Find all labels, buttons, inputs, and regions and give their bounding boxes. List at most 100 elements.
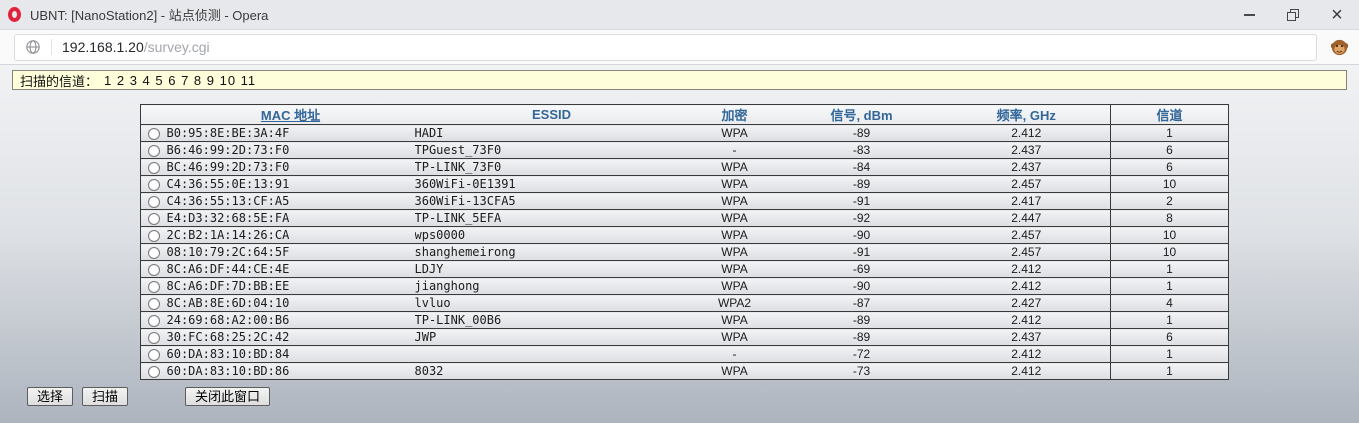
radio-cell [140,277,167,295]
signal-cell: -83 [780,141,943,159]
mac-address-cell: C4:36:55:0E:13:91 [166,175,415,193]
address-bar-divider [51,39,52,55]
select-network-radio[interactable] [147,178,160,191]
essid-cell: 360WiFi-0E1391 [414,175,689,193]
title-bar: UBNT: [NanoStation2] - 站点侦测 - Opera × [0,0,1359,30]
restore-button[interactable] [1271,0,1315,30]
signal-cell: -69 [780,260,943,278]
radio-cell [140,192,167,210]
select-network-radio[interactable] [147,348,160,361]
network-row: 08:10:79:2C:64:5F shanghemeirong WPA -91… [140,243,1229,261]
frequency-cell: 2.447 [942,209,1111,227]
essid-cell: JWP [414,328,689,346]
select-network-radio[interactable] [147,280,160,293]
essid-cell: 8032 [414,362,689,380]
network-row: 60:DA:83:10:BD:86 8032 WPA -73 2.412 1 [140,362,1229,380]
select-network-radio[interactable] [147,212,160,225]
network-row: 2C:B2:1A:14:26:CA wps0000 WPA -90 2.457 … [140,226,1229,244]
essid-cell: TP-LINK_73F0 [414,158,689,176]
radio-cell [140,243,167,261]
radio-cell [140,294,167,312]
encryption-cell: WPA2 [688,294,781,312]
select-network-radio[interactable] [147,229,160,242]
select-network-radio[interactable] [147,365,160,378]
survey-table-body: B0:95:8E:BE:3A:4F HADI WPA -89 2.412 1 B… [140,124,1229,380]
mac-address-cell: BC:46:99:2D:73:F0 [166,158,415,176]
select-network-radio[interactable] [147,297,160,310]
network-row: 60:DA:83:10:BD:84 - -72 2.412 1 [140,345,1229,363]
globe-icon [25,39,41,55]
select-network-radio[interactable] [147,246,160,259]
col-header-essid: ESSID [414,104,689,125]
network-row: BC:46:99:2D:73:F0 TP-LINK_73F0 WPA -84 2… [140,158,1229,176]
select-network-radio[interactable] [147,331,160,344]
radio-cell [140,158,167,176]
essid-cell: HADI [414,124,689,142]
monkey-extension-icon[interactable] [1329,37,1349,57]
minimize-button[interactable] [1227,0,1271,30]
signal-cell: -90 [780,226,943,244]
radio-column-header [140,104,167,125]
close-icon: × [1331,4,1343,26]
essid-cell: 360WiFi-13CFA5 [414,192,689,210]
signal-cell: -90 [780,277,943,295]
scan-label: 扫描的信道： [20,73,99,89]
network-row: 8C:AB:8E:6D:04:10 lvluo WPA2 -87 2.427 4 [140,294,1229,312]
essid-cell: lvluo [414,294,689,312]
frequency-cell: 2.412 [942,260,1111,278]
signal-cell: -91 [780,192,943,210]
network-row: E4:D3:32:68:5E:FA TP-LINK_5EFA WPA -92 2… [140,209,1229,227]
frequency-cell: 2.437 [942,328,1111,346]
address-bar[interactable]: 192.168.1.20/survey.cgi [14,33,1317,61]
channel-cell: 1 [1110,362,1229,380]
select-button[interactable]: 选择 [27,387,74,406]
url-path: /survey.cgi [143,39,210,55]
radio-cell [140,260,167,278]
mac-address-cell: 60:DA:83:10:BD:84 [166,345,415,363]
col-header-frequency: 频率, GHz [942,104,1111,125]
network-row: 24:69:68:A2:00:B6 TP-LINK_00B6 WPA -89 2… [140,311,1229,329]
channel-cell: 1 [1110,277,1229,295]
sort-mac-link[interactable]: MAC 地址 [260,108,321,123]
browser-toolbar: 192.168.1.20/survey.cgi [0,30,1359,65]
radio-cell [140,209,167,227]
encryption-cell: WPA [688,260,781,278]
signal-cell: -73 [780,362,943,380]
channel-cell: 2 [1110,192,1229,210]
essid-cell: LDJY [414,260,689,278]
scan-button[interactable]: 扫描 [82,387,129,406]
window-title: UBNT: [NanoStation2] - 站点侦测 - Opera [30,8,269,23]
channel-cell: 10 [1110,226,1229,244]
channel-cell: 4 [1110,294,1229,312]
select-network-radio[interactable] [147,263,160,276]
frequency-cell: 2.457 [942,243,1111,261]
network-row: B6:46:99:2D:73:F0 TPGuest_73F0 - -83 2.4… [140,141,1229,159]
page-content: 扫描的信道： 1 2 3 4 5 6 7 8 9 10 11 MAC 地址 ES… [0,65,1359,423]
network-row: 8C:A6:DF:44:CE:4E LDJY WPA -69 2.412 1 [140,260,1229,278]
select-network-radio[interactable] [147,127,160,140]
opera-logo-icon [8,7,21,22]
close-button[interactable]: × [1315,0,1359,30]
col-header-encryption: 加密 [688,104,781,125]
select-network-radio[interactable] [147,195,160,208]
essid-cell: TP-LINK_5EFA [414,209,689,227]
select-network-radio[interactable] [147,144,160,157]
channel-cell: 10 [1110,243,1229,261]
encryption-cell: - [688,141,781,159]
col-header-mac: MAC 地址 [166,104,415,125]
signal-cell: -84 [780,158,943,176]
restore-icon [1287,9,1299,21]
essid-cell: shanghemeirong [414,243,689,261]
radio-cell [140,311,167,329]
signal-cell: -92 [780,209,943,227]
encryption-cell: WPA [688,362,781,380]
action-button-row: 选择 扫描 关闭此窗口 [0,387,1359,406]
network-row: C4:36:55:0E:13:91 360WiFi-0E1391 WPA -89… [140,175,1229,193]
channel-cell: 6 [1110,141,1229,159]
window-controls: × [1227,0,1359,30]
select-network-radio[interactable] [147,161,160,174]
select-network-radio[interactable] [147,314,160,327]
close-window-button[interactable]: 关闭此窗口 [185,387,271,406]
radio-cell [140,226,167,244]
